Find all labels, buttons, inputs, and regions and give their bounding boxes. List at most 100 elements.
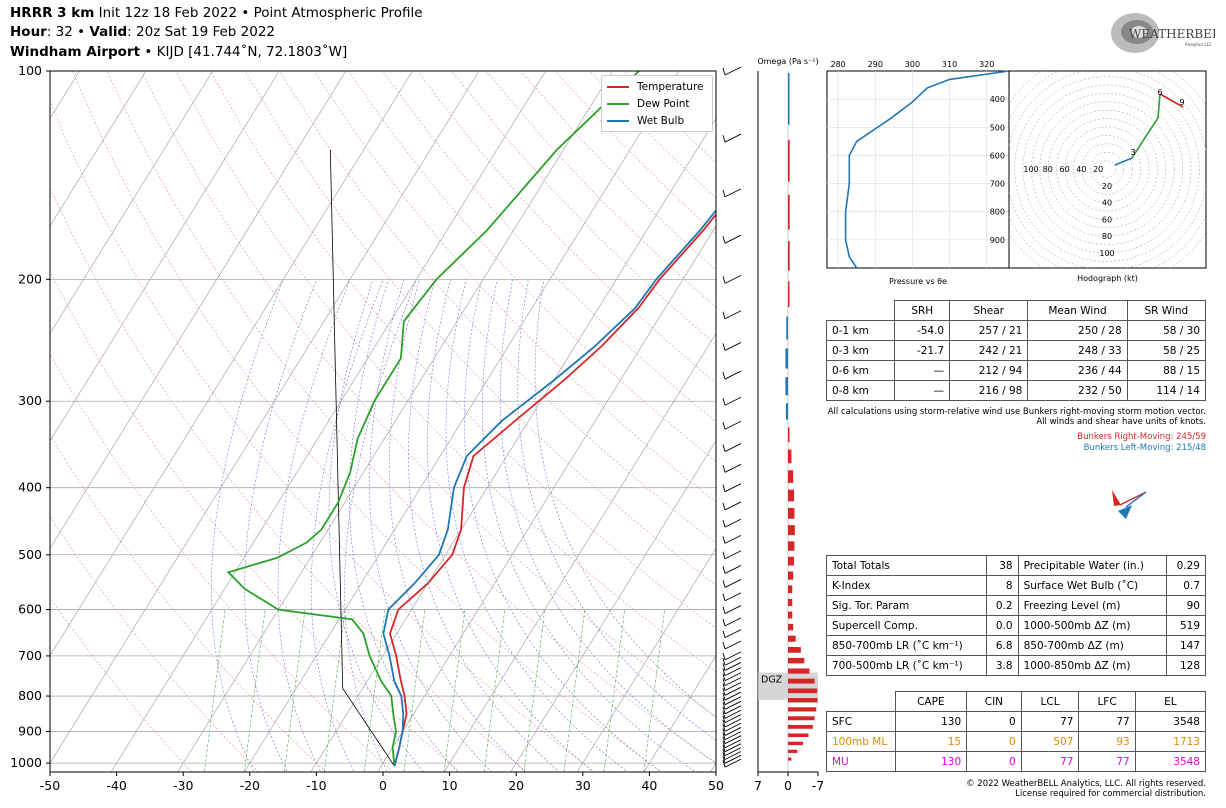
- wind-barb-flag: [722, 484, 726, 492]
- wind-barb-flag: [722, 276, 726, 284]
- hodograph-ring-label: 40: [1102, 199, 1112, 208]
- title-line-1: HRRR 3 km Init 12z 18 Feb 2022 • Point A…: [10, 5, 423, 21]
- hodograph-ring-label: 100: [1099, 249, 1114, 258]
- omega-bar: [785, 348, 788, 369]
- header-cell: Shear: [949, 300, 1029, 321]
- logo-swirl-icon: WEATHERBELL Analytics LLC: [1111, 13, 1215, 53]
- isotherm: [310, 118, 716, 772]
- hodograph-ring: [1047, 109, 1167, 229]
- wind-barb-flag: [722, 752, 726, 760]
- moist-adiabat: [211, 279, 284, 772]
- moist-adiabat: [534, 279, 716, 718]
- omega-bar: [788, 489, 794, 502]
- hodograph-ring-label: 20: [1093, 165, 1103, 174]
- indices-table: Total Totals 38 Precipitable Water (in.) 0.…: [825, 555, 1206, 676]
- theta-e-y-label: 400: [990, 95, 1005, 104]
- wind-barb: [724, 758, 742, 768]
- omega-bar: [785, 403, 788, 420]
- header-cell: LCL: [1020, 691, 1080, 712]
- omega-bar: [788, 716, 815, 721]
- wind-barb: [724, 691, 742, 701]
- wind-barb-flag: [722, 465, 726, 473]
- series-temperature: [389, 213, 716, 767]
- x-tick-label: -10: [306, 778, 326, 793]
- logo-subtext: Analytics LLC: [1185, 42, 1212, 47]
- wind-barb: [724, 501, 742, 511]
- wind-barb-flag: [722, 536, 726, 544]
- moist-adiabat: [328, 279, 425, 772]
- wind-barb-flag: [722, 697, 726, 705]
- isotherm: [0, 71, 13, 772]
- wind-barb: [724, 133, 742, 143]
- title-line-2: Hour: 32 • Valid: 20z Sat 19 Feb 2022: [10, 24, 276, 40]
- table-row: Total Totals 38 Precipitable Water (in.) 0.…: [825, 555, 1206, 576]
- isotherm: [177, 71, 613, 772]
- hodograph-ring-label: 20: [1102, 182, 1112, 191]
- x-tick-label: 50: [708, 778, 724, 793]
- isotherm: [244, 71, 680, 772]
- x-tick-label: -20: [240, 778, 260, 793]
- omega-bar: [788, 194, 790, 230]
- wind-barb: [724, 731, 742, 740]
- wind-barb: [724, 629, 742, 639]
- wind-barb: [724, 672, 742, 682]
- y-tick-label: 200: [18, 271, 42, 286]
- dry-adiabat: [50, 597, 192, 772]
- x-tick-label: 30: [575, 778, 591, 793]
- omega-x-tick-label: 7: [754, 778, 762, 793]
- wind-barb: [724, 662, 742, 671]
- omega-bar: [788, 427, 790, 443]
- wind-barb-flag: [722, 311, 726, 319]
- mixing-ratio-line: [643, 609, 665, 772]
- wind-barb-flag: [722, 580, 726, 588]
- wind-barb-flag: [722, 706, 726, 714]
- wind-barb-flag: [722, 732, 726, 740]
- bunkers-right-vector: [1119, 491, 1147, 506]
- hodograph-xlabel: Hodograph (kt): [1077, 274, 1138, 283]
- dry-adiabat: [106, 71, 716, 764]
- wind-barb-flag: [722, 618, 726, 626]
- hodograph-ring-label: 100: [1023, 165, 1038, 174]
- isotherm: [50, 71, 80, 120]
- series-wet-bulb: [382, 208, 716, 767]
- omega-bar: [788, 585, 793, 594]
- wind-table: SRH Shear Mean Wind SR Wind 0-1 km -54.0 2…: [825, 300, 1207, 401]
- dry-adiabat: [141, 71, 716, 718]
- omega-bar: [788, 678, 815, 684]
- mixing-ratio-line: [363, 609, 386, 772]
- wind-barb: [724, 592, 742, 602]
- wind-barb-flag: [722, 683, 726, 691]
- mixing-ratio-line: [443, 609, 466, 772]
- wind-barb: [724, 550, 742, 560]
- title-line-3: Windham Airport • KIJD [41.744˚N, 72.180…: [10, 44, 348, 60]
- wind-barb-flag: [722, 630, 726, 638]
- x-tick-label: 10: [442, 778, 458, 793]
- theta-e-y-label: 600: [990, 151, 1005, 160]
- wind-barb: [724, 518, 742, 528]
- wind-barb: [724, 605, 742, 614]
- isotherm: [377, 225, 716, 772]
- wind-barb-flag: [722, 658, 726, 666]
- isotherm: [50, 71, 147, 227]
- omega-bar: [788, 241, 790, 271]
- moist-adiabat: [517, 279, 716, 741]
- wind-barb-flag: [722, 189, 726, 197]
- wind-note-1: All calculations using storm-relative wi…: [827, 407, 1206, 417]
- wind-barb-flag: [722, 724, 726, 732]
- wind-barb-flag: [722, 663, 726, 671]
- wind-table-header: SRH Shear Mean Wind SR Wind: [827, 300, 1207, 321]
- skew-t-frame: [49, 70, 717, 773]
- theta-e-x-label: 290: [868, 60, 883, 69]
- wind-barb-flag: [722, 719, 726, 728]
- table-row: 0-3 km -21.7 242 / 21 248 / 33 58 / 25: [825, 340, 1207, 361]
- wind-barb-flag: [722, 236, 726, 244]
- moist-adiabat: [481, 279, 697, 772]
- header-cell: CIN: [966, 691, 1022, 712]
- dry-adiabat: [50, 515, 260, 772]
- table-row: Supercell Comp. 0.0 1000-500mb ΔZ (m) 519: [825, 615, 1206, 636]
- legend-item-wet-bulb: Wet Bulb: [602, 112, 712, 129]
- moist-adiabat: [369, 279, 493, 772]
- wind-barb-flag: [722, 519, 726, 528]
- wind-barb-flag: [722, 678, 726, 686]
- wind-barb: [724, 443, 742, 452]
